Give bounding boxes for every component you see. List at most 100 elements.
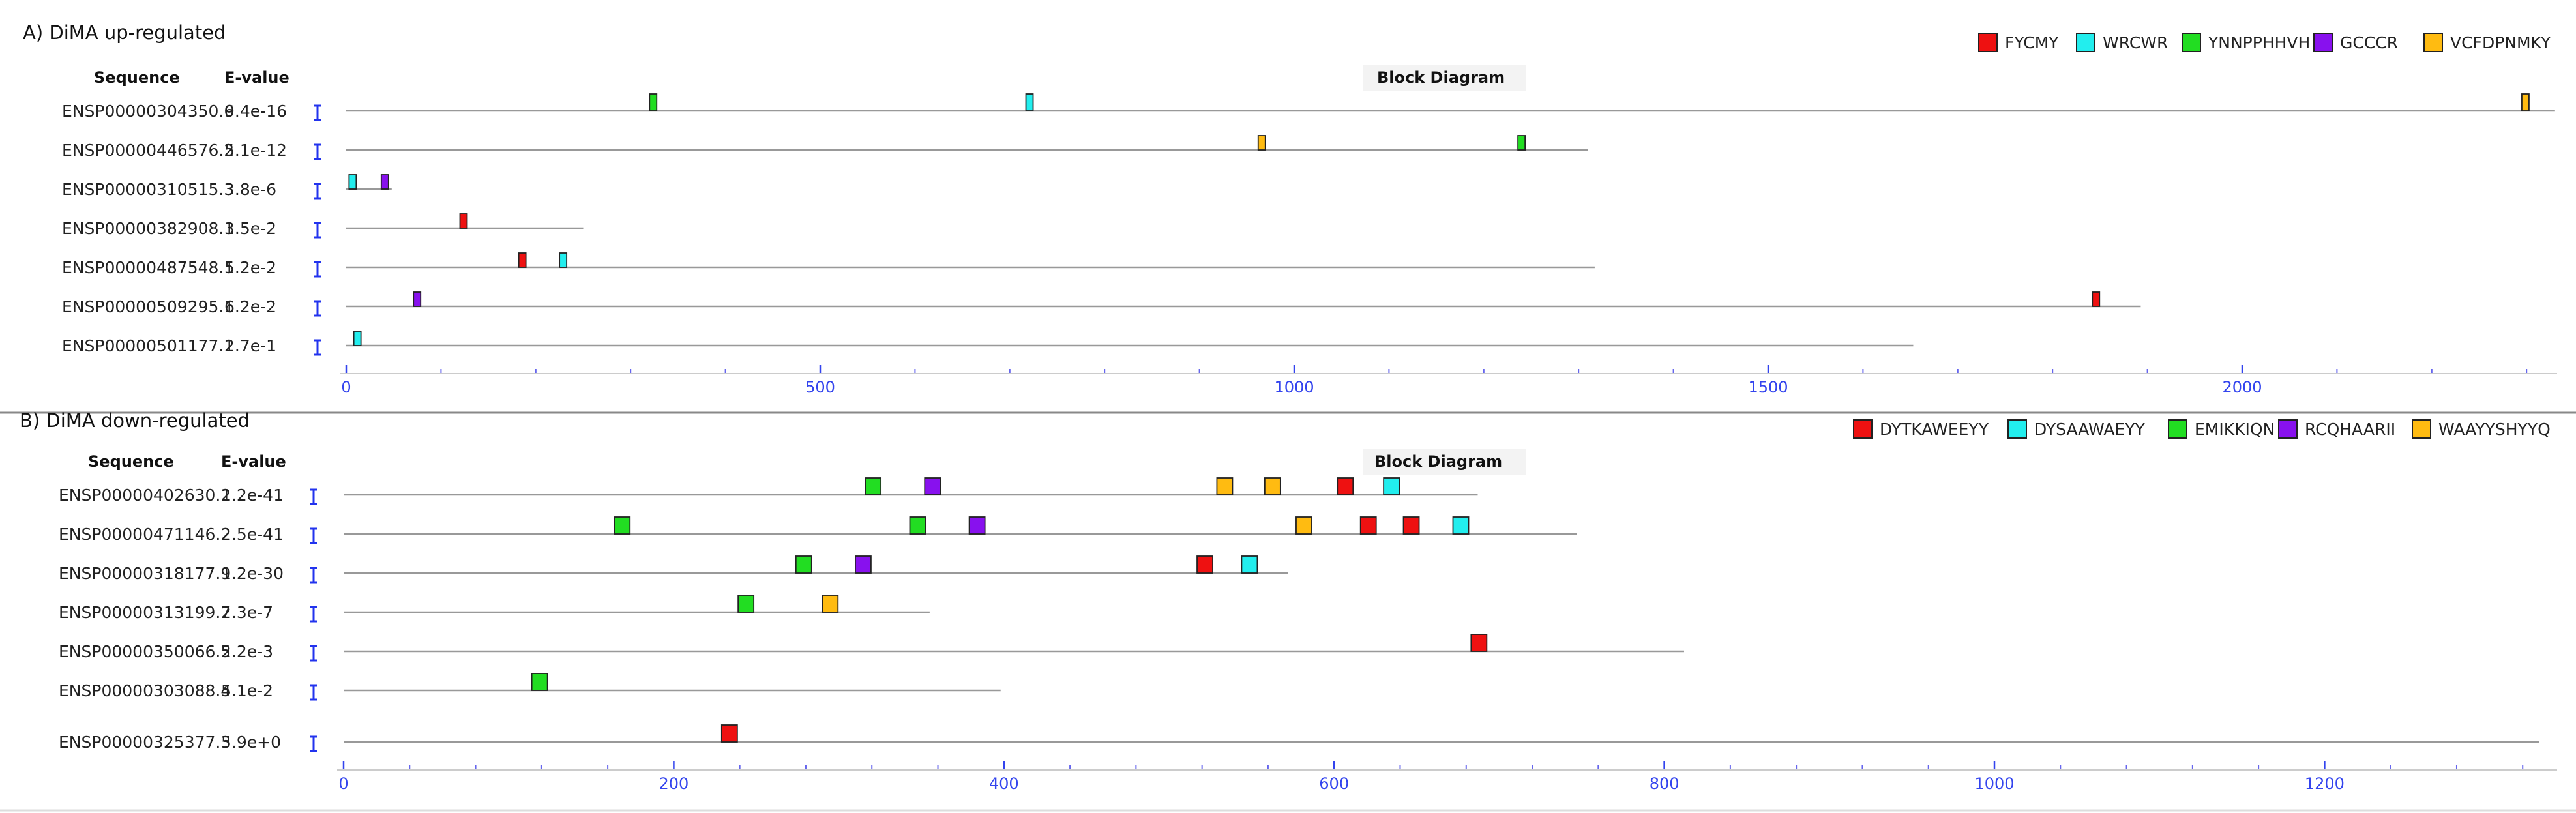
axis-tick-label: 1500 [1748, 378, 1788, 396]
motif-block[interactable] [909, 516, 926, 535]
move-handle-icon[interactable] [314, 222, 321, 239]
motif-block[interactable] [1402, 516, 1420, 535]
motif-block[interactable] [968, 516, 986, 535]
sequence-evalue: 2.2e-3 [221, 642, 273, 661]
motif-block[interactable] [1359, 516, 1377, 535]
sequence-evalue: 5.1e-12 [224, 141, 287, 160]
sequence-row: ENSP00000303088.45.1e-2 [59, 673, 1001, 701]
motif-block[interactable] [614, 516, 631, 535]
motif-block[interactable] [459, 213, 468, 229]
sequence-name[interactable]: ENSP00000313199.7 [59, 603, 231, 622]
legend-swatch [2412, 419, 2431, 439]
sequence-name[interactable]: ENSP00000471146.2 [59, 525, 231, 544]
legend-label: DYTKAWEEYY [1880, 420, 1989, 439]
sequence-evalue: 6.2e-2 [224, 297, 276, 316]
sequence-evalue: 5.2e-2 [224, 258, 276, 277]
sequence-evalue: 2.5e-41 [221, 525, 284, 544]
axis-tick-label: 500 [805, 378, 835, 396]
motif-block[interactable] [1196, 555, 1213, 574]
motif-block[interactable] [353, 331, 362, 346]
legend-label: VCFDPNMKY [2450, 33, 2551, 52]
move-handle-icon[interactable] [310, 645, 317, 662]
sequence-name[interactable]: ENSP00000304350.6 [62, 102, 234, 121]
sequence-row: ENSP00000310515.33.8e-6 [62, 174, 392, 200]
move-handle-icon[interactable] [310, 735, 317, 752]
motif-block[interactable] [1025, 93, 1034, 111]
motif-block[interactable] [1241, 555, 1258, 574]
motif-block[interactable] [1383, 477, 1400, 495]
sequence-row: ENSP00000501177.12.7e-1 [62, 331, 1914, 356]
sequence-evalue: 3.5e-2 [224, 219, 276, 238]
sequence-name[interactable]: ENSP00000310515.3 [62, 180, 234, 199]
legend-swatch [2076, 33, 2095, 52]
legend-label: YNNPPHHVH [2208, 33, 2310, 52]
motif-block[interactable] [865, 477, 882, 495]
sequence-name[interactable]: ENSP00000402630.2 [59, 486, 231, 505]
legend-label: GCCCR [2340, 33, 2398, 52]
sequence-evalue: 2.3e-7 [221, 603, 273, 622]
move-handle-icon[interactable] [314, 339, 321, 356]
move-handle-icon[interactable] [310, 567, 317, 584]
motif-block[interactable] [737, 595, 755, 613]
axis-tick-label: 600 [1319, 775, 1349, 793]
legend-entry: DYSAAWAEYY [2007, 419, 2146, 439]
motif-block[interactable] [822, 595, 839, 613]
axis-tick-label: 200 [659, 775, 688, 793]
motif-block[interactable] [855, 555, 872, 574]
sequence-evalue: 5.9e+0 [221, 733, 281, 752]
move-handle-icon[interactable] [314, 104, 321, 121]
move-handle-icon[interactable] [310, 606, 317, 623]
motif-block[interactable] [2092, 291, 2101, 307]
sequence-evalue: 3.8e-6 [224, 180, 276, 199]
sequence-name[interactable]: ENSP00000509295.1 [62, 297, 234, 316]
sequence-name[interactable]: ENSP00000446576.2 [62, 141, 234, 160]
move-handle-icon[interactable] [310, 527, 317, 544]
move-handle-icon[interactable] [314, 300, 321, 317]
sequence-name[interactable]: ENSP00000382908.1 [62, 219, 234, 238]
legend-swatch [2278, 419, 2298, 439]
sequence-row: ENSP00000509295.16.2e-2 [62, 291, 2141, 317]
axis-tick-label: 0 [338, 775, 348, 793]
motif-block[interactable] [1257, 135, 1266, 151]
legend-swatch [1978, 33, 1998, 52]
motif-block[interactable] [1470, 634, 1488, 652]
sequence-row: ENSP00000350066.52.2e-3 [59, 634, 1684, 662]
motif-block[interactable] [413, 291, 422, 307]
motif-block[interactable] [1216, 477, 1234, 495]
motif-block[interactable] [795, 555, 812, 574]
motif-block[interactable] [720, 724, 738, 743]
motif-block[interactable] [1337, 477, 1354, 495]
motif-block[interactable] [924, 477, 941, 495]
motif-block[interactable] [531, 673, 548, 691]
move-handle-icon[interactable] [314, 143, 321, 160]
motif-block[interactable] [380, 174, 389, 190]
legend-label: RCQHAARII [2305, 420, 2395, 439]
sequence-name[interactable]: ENSP00000303088.4 [59, 681, 231, 700]
motif-block[interactable] [518, 252, 527, 268]
move-handle-icon[interactable] [314, 261, 321, 278]
motif-block[interactable] [348, 174, 357, 190]
motif-block[interactable] [1517, 135, 1526, 151]
axis-tick-label: 1000 [1974, 775, 2014, 793]
sequence-name[interactable]: ENSP00000325377.3 [59, 733, 231, 752]
move-handle-icon[interactable] [310, 488, 317, 505]
column-header-block-diagram: Block Diagram [1377, 68, 1505, 87]
legend-label: EMIKKIQN [2195, 420, 2275, 439]
motif-block[interactable] [649, 93, 658, 111]
move-handle-icon[interactable] [314, 183, 321, 200]
motif-block[interactable] [1452, 516, 1470, 535]
sequence-name[interactable]: ENSP00000350066.5 [59, 642, 231, 661]
panel-title: A) DiMA up-regulated [23, 22, 226, 44]
motif-block[interactable] [1295, 516, 1312, 535]
sequence-name[interactable]: ENSP00000501177.1 [62, 336, 234, 355]
motif-block[interactable] [2521, 93, 2530, 111]
motif-block[interactable] [1264, 477, 1281, 495]
sequence-row: ENSP00000318177.91.2e-30 [59, 555, 1288, 584]
legend-entry: EMIKKIQN [2168, 419, 2275, 439]
move-handle-icon[interactable] [310, 684, 317, 701]
sequence-row: ENSP00000304350.69.4e-16 [62, 93, 2555, 121]
motif-block[interactable] [559, 252, 568, 268]
legend-entry: WAAYYSHYYQ [2412, 419, 2551, 439]
sequence-name[interactable]: ENSP00000487548.1 [62, 258, 234, 277]
sequence-name[interactable]: ENSP00000318177.9 [59, 564, 231, 583]
